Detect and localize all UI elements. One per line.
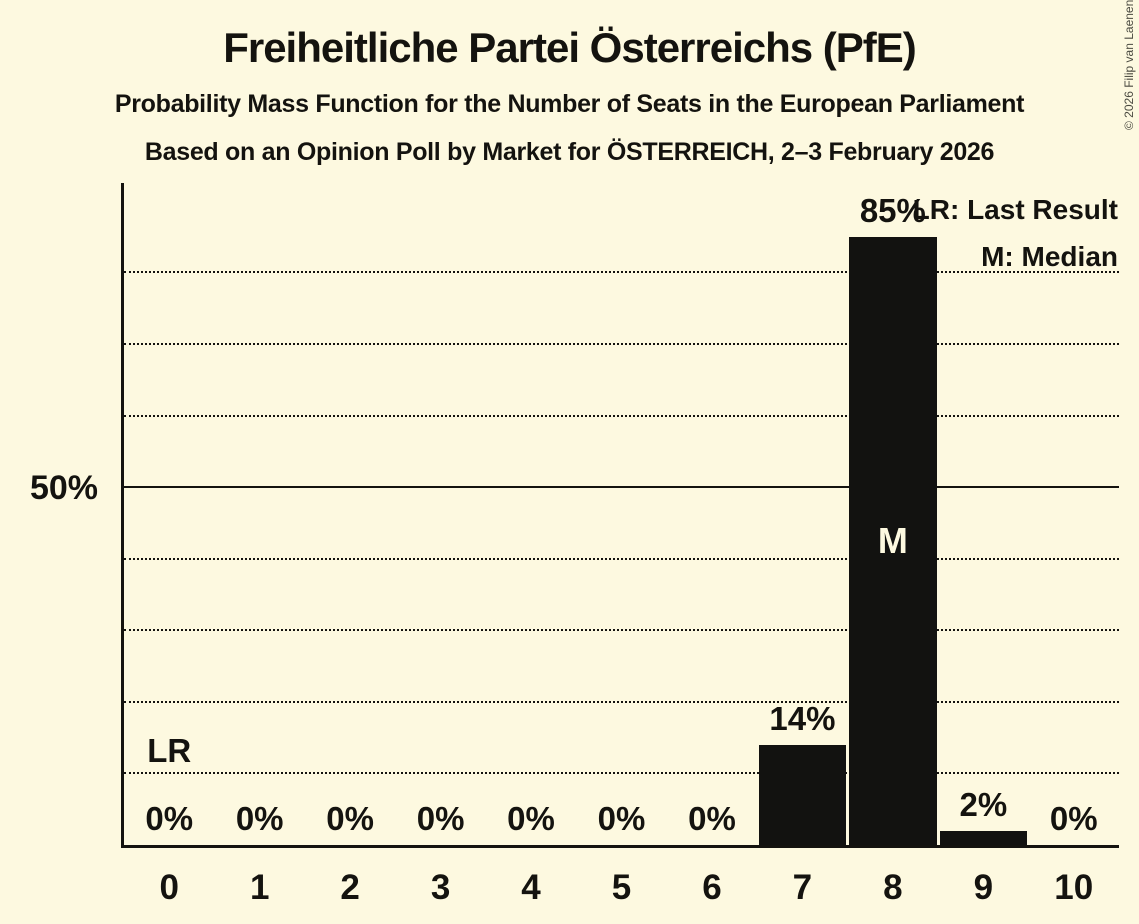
legend-last-result: LR: Last Result — [912, 194, 1118, 225]
bar-value-label-seat-3: 0% — [416, 800, 465, 838]
bar-value-label-seat-1: 0% — [235, 800, 284, 838]
bar-seat-8 — [849, 236, 937, 845]
gridline-50-solid — [124, 486, 1119, 489]
gridline-10-dotted — [124, 772, 1119, 775]
chart-subtitle-pmf: Probability Mass Function for the Number… — [114, 90, 1025, 118]
copyright-notice: © 2026 Filip van Laenen — [1122, 0, 1136, 130]
gridline-30-dotted — [124, 629, 1119, 632]
bar-value-label-seat-9: 2% — [959, 786, 1008, 824]
x-tick-label-0: 0 — [159, 868, 179, 907]
gridline-40-dotted — [124, 557, 1119, 560]
bar-value-label-seat-2: 0% — [326, 800, 374, 838]
bar-value-label-seat-0: 0% — [145, 800, 194, 838]
bar-value-label-seat-10: 0% — [1049, 800, 1098, 838]
bar-value-label-seat-8: 85% — [859, 192, 926, 230]
bar-seat-9 — [939, 830, 1028, 845]
bar-value-label-seat-5: 0% — [597, 800, 646, 838]
chart-title: Freiheitliche Partei Österreichs (PfE) — [223, 24, 917, 71]
x-tick-label-1: 1 — [249, 868, 270, 907]
last-result-marker: LR — [147, 731, 192, 769]
legend-median: M: Median — [981, 241, 1118, 273]
x-tick-label-4: 4 — [521, 868, 541, 907]
chart-legend: LR: Last Result M: Median — [913, 186, 1118, 280]
gridline-80-dotted — [124, 271, 1119, 274]
x-tick-label-9: 9 — [973, 868, 994, 907]
x-tick-label-10: 10 — [1054, 868, 1094, 907]
x-tick-label-6: 6 — [702, 868, 722, 907]
gridline-60-dotted — [124, 414, 1119, 417]
plot-area: 0% 0% 0% 0% 0% 0% 0% 14% 85% 2% 0% LR M — [121, 183, 1119, 848]
x-tick-label-7: 7 — [792, 868, 813, 907]
gridline-70-dotted — [124, 343, 1119, 346]
y-axis-tick-50: 50% — [29, 469, 98, 507]
bar-value-label-seat-6: 0% — [688, 800, 736, 838]
x-tick-label-8: 8 — [883, 868, 903, 907]
gridline-20-dotted — [124, 700, 1119, 703]
bar-value-label-seat-7: 14% — [769, 700, 836, 738]
x-tick-label-2: 2 — [340, 868, 360, 907]
median-marker: M — [877, 519, 908, 561]
bar-value-label-seat-4: 0% — [507, 800, 555, 838]
x-tick-label-3: 3 — [430, 868, 451, 907]
chart-subtitle-poll-source: Based on an Opinion Poll by Market for Ö… — [144, 138, 995, 166]
bar-seat-7 — [758, 744, 847, 845]
x-tick-label-5: 5 — [611, 868, 632, 907]
